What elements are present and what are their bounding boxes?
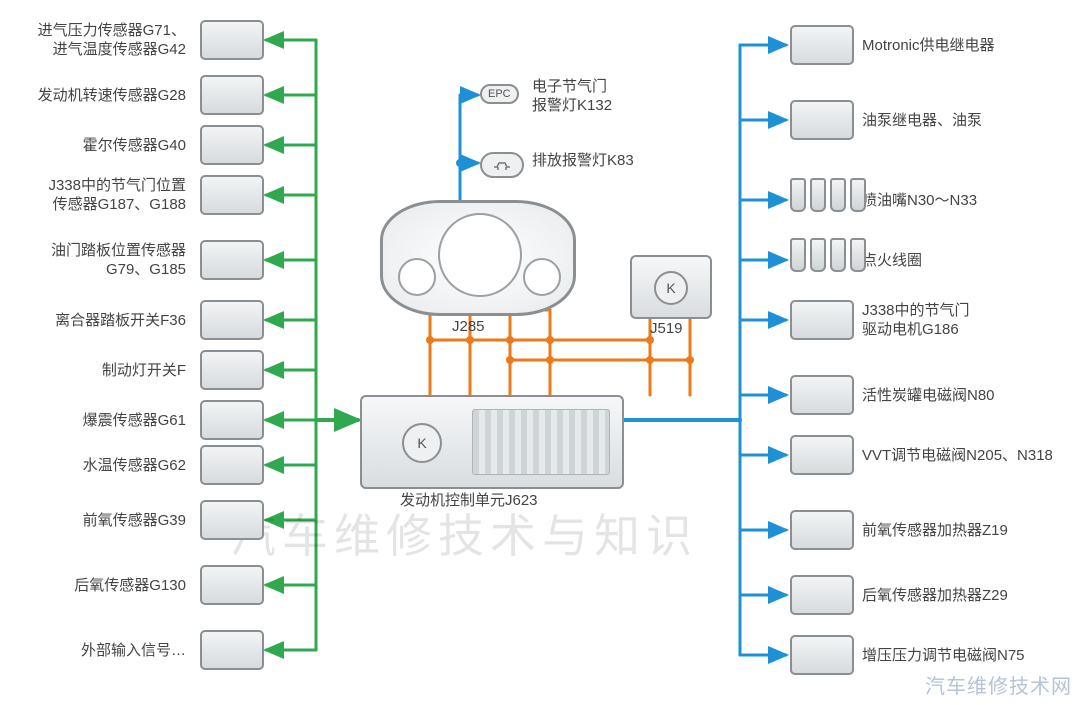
label-epc: 电子节气门 报警灯K132: [532, 78, 612, 116]
left-label-1: 发动机转速传感器G28: [6, 87, 186, 106]
right-label-1: 油泵继电器、油泵: [862, 112, 1072, 131]
label-emission: 排放报警灯K83: [532, 152, 634, 171]
left-label-7: 爆震传感器G61: [6, 412, 186, 431]
left-label-4: 油门踏板位置传感器G79、G185: [6, 242, 186, 280]
right-comp-9: [790, 635, 854, 675]
right-label-5: 活性炭罐电磁阀N80: [862, 387, 1072, 406]
left-comp-5: [200, 300, 264, 340]
right-comp-8: [790, 575, 854, 615]
left-comp-7: [200, 400, 264, 440]
emission-badge: [480, 152, 524, 178]
right-label-7: 前氧传感器加热器Z19: [862, 522, 1072, 541]
left-label-5: 离合器踏板开关F36: [6, 312, 186, 331]
left-comp-11: [200, 630, 264, 670]
right-comp-5: [790, 375, 854, 415]
right-comp-0: [790, 25, 854, 65]
left-comp-9: [200, 500, 264, 540]
right-label-0: Motronic供电继电器: [862, 37, 1072, 56]
left-comp-6: [200, 350, 264, 390]
left-label-0: 进气压力传感器G71、进气温度传感器G42: [6, 22, 186, 60]
right-label-6: VVT调节电磁阀N205、N318: [862, 447, 1072, 466]
ecu-j623: K: [360, 395, 624, 489]
epc-badge: EPC: [480, 84, 519, 104]
j519-box: K: [630, 255, 712, 319]
left-comp-2: [200, 125, 264, 165]
right-label-4: J338中的节气门驱动电机G186: [862, 302, 1072, 340]
left-comp-1: [200, 75, 264, 115]
left-comp-10: [200, 565, 264, 605]
left-label-11: 外部输入信号…: [6, 642, 186, 661]
watermark-corner: 汽车维修技术网: [925, 670, 1072, 699]
left-label-10: 后氧传感器G130: [6, 577, 186, 596]
right-comp-3: [790, 238, 866, 272]
right-comp-4: [790, 300, 854, 340]
right-label-3: 点火线圈: [862, 252, 1072, 271]
right-label-9: 增压压力调节电磁阀N75: [862, 647, 1072, 666]
left-comp-8: [200, 445, 264, 485]
right-label-2: 喷油嘴N30～N33: [862, 192, 1072, 211]
left-comp-0: [200, 20, 264, 60]
left-label-9: 前氧传感器G39: [6, 512, 186, 531]
label-j285: J285: [452, 318, 485, 337]
label-j519: J519: [650, 320, 683, 339]
left-comp-4: [200, 240, 264, 280]
gauge-j285: [380, 200, 576, 316]
left-label-8: 水温传感器G62: [6, 457, 186, 476]
label-ecu: 发动机控制单元J623: [400, 492, 538, 511]
left-label-2: 霍尔传感器G40: [6, 137, 186, 156]
right-comp-7: [790, 510, 854, 550]
right-comp-2: [790, 178, 866, 212]
right-label-8: 后氧传感器加热器Z29: [862, 587, 1072, 606]
right-comp-6: [790, 435, 854, 475]
left-comp-3: [200, 175, 264, 215]
left-label-6: 制动灯开关F: [6, 362, 186, 381]
right-comp-1: [790, 100, 854, 140]
left-label-3: J338中的节气门位置传感器G187、G188: [6, 177, 186, 215]
